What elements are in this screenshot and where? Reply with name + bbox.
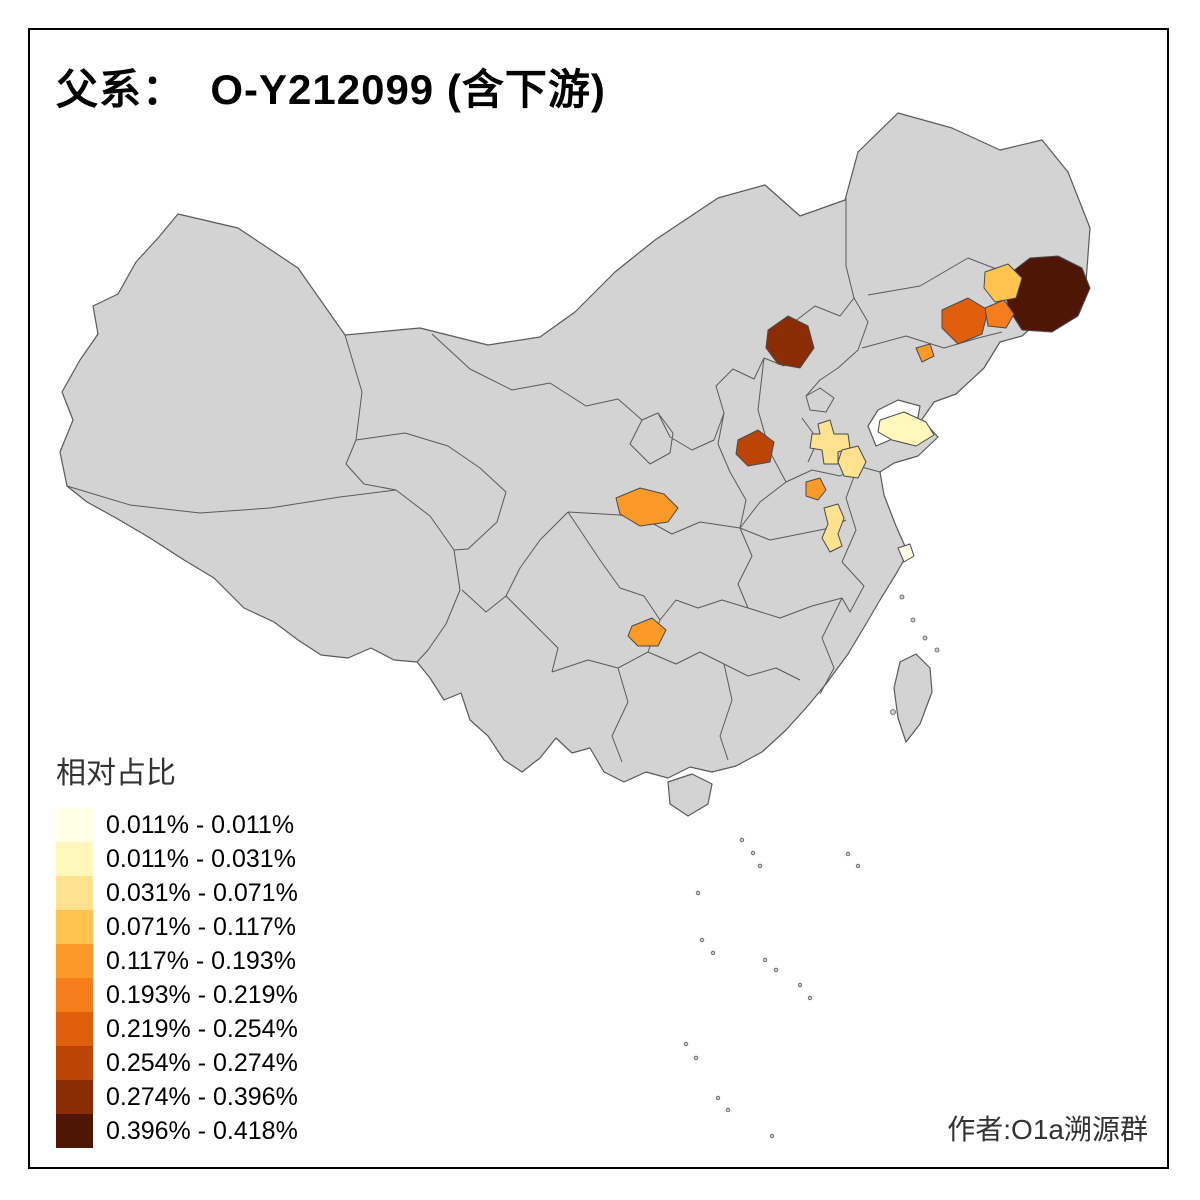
legend-swatch	[56, 1080, 93, 1114]
china-mainland	[59, 112, 1091, 783]
legend-label: 0.011% - 0.011%	[106, 810, 295, 839]
region-hebei-north	[765, 315, 815, 369]
legend-item: 0.071% - 0.117%	[56, 910, 298, 944]
legend-label: 0.071% - 0.117%	[106, 912, 296, 941]
region-shandong-south	[837, 445, 867, 479]
legend-swatch	[56, 1012, 93, 1046]
legend-swatch	[56, 842, 93, 876]
legend-swatch	[56, 876, 93, 910]
page-title: 父系： O-Y212099 (含下游)	[56, 66, 606, 113]
region-shanghai	[897, 543, 915, 563]
legend-swatch	[56, 910, 93, 944]
legend-label: 0.193% - 0.219%	[106, 980, 298, 1009]
outer-border-frame	[28, 28, 1169, 1169]
legend-label: 0.219% - 0.254%	[106, 1014, 298, 1043]
legend-swatch	[56, 1046, 93, 1080]
hainan-island	[667, 773, 713, 817]
legend-swatch	[56, 944, 93, 978]
legend-item: 0.396% - 0.418%	[56, 1114, 298, 1148]
legend-label: 0.011% - 0.031%	[106, 844, 296, 873]
author-credit: 作者:O1a溯源群	[947, 1114, 1148, 1145]
legend-swatch	[56, 1114, 93, 1148]
legend-item: 0.011% - 0.011%	[56, 808, 298, 842]
region-shandong-peninsula	[877, 411, 935, 447]
legend: 相对占比 0.011% - 0.011% 0.011% - 0.031% 0.0…	[56, 748, 298, 1148]
region-liaodong-peninsula	[915, 343, 935, 363]
legend-item: 0.254% - 0.274%	[56, 1046, 298, 1080]
region-henan-central	[805, 477, 827, 501]
region-shaanxi-south	[615, 487, 679, 527]
legend-label: 0.396% - 0.418%	[106, 1116, 298, 1145]
region-anhui-north	[821, 503, 845, 553]
legend-item: 0.011% - 0.031%	[56, 842, 298, 876]
region-liaoning-west	[941, 297, 989, 345]
region-far-northeast	[1003, 255, 1091, 333]
small-islands	[683, 594, 940, 1139]
legend-swatch	[56, 808, 93, 842]
legend-label: 0.274% - 0.396%	[106, 1082, 298, 1111]
taiwan-island	[893, 653, 933, 743]
legend-label: 0.254% - 0.274%	[106, 1048, 298, 1077]
legend-item: 0.274% - 0.396%	[56, 1080, 298, 1114]
region-shanxi-south	[735, 429, 775, 467]
region-guizhou-central	[627, 617, 667, 647]
legend-label: 0.031% - 0.071%	[106, 878, 298, 907]
legend-swatch	[56, 978, 93, 1012]
legend-title: 相对占比	[56, 757, 176, 790]
legend-item: 0.219% - 0.254%	[56, 1012, 298, 1046]
legend-item: 0.193% - 0.219%	[56, 978, 298, 1012]
legend-item: 0.031% - 0.071%	[56, 876, 298, 910]
region-shandong-central	[809, 419, 851, 465]
legend-label: 0.117% - 0.193%	[106, 946, 296, 975]
legend-item: 0.117% - 0.193%	[56, 944, 298, 978]
region-jilin-west	[983, 263, 1023, 303]
